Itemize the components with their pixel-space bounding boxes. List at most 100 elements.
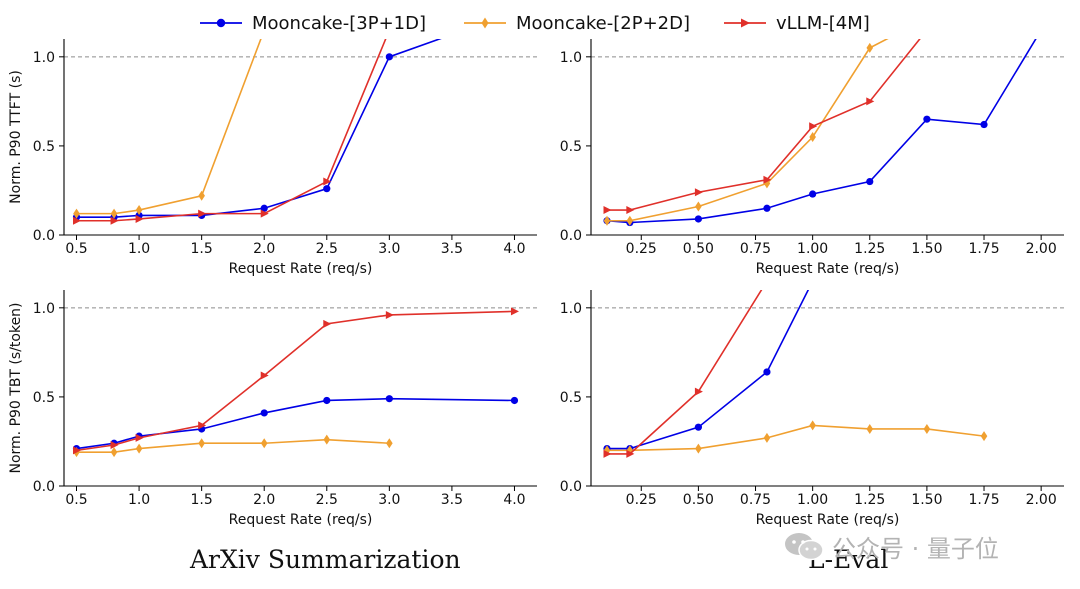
data-point-mooncake-3p-1d (260, 409, 268, 417)
legend-label: Mooncake-[2P+2D] (516, 12, 690, 34)
legend-item-mooncake-2p2d: Mooncake-[2P+2D] (462, 6, 690, 40)
y-axis-label: Norm. P90 TTFT (s) (8, 70, 24, 204)
data-point-vllm-4m (135, 433, 144, 442)
circle-marker-icon (200, 18, 242, 28)
data-point-mooncake-2p-2d (695, 201, 702, 212)
plot-area (72, 39, 442, 225)
y-tick-label: 1.0 (560, 50, 582, 66)
data-point-mooncake-3p-1d (980, 120, 988, 129)
plot-area (603, 39, 1037, 227)
data-point-vllm-4m (603, 206, 612, 215)
y-tick-label: 1.0 (33, 301, 55, 317)
data-point-vllm-4m (866, 97, 875, 106)
y-tick-label: 0.5 (33, 390, 55, 406)
x-tick-label: 0.5 (65, 241, 87, 257)
data-point-mooncake-2p-2d (135, 205, 143, 216)
legend-label: vLLM-[4M] (776, 12, 870, 34)
data-point-vllm-4m (198, 421, 207, 430)
data-point-mooncake-2p-2d (809, 420, 816, 431)
data-point-mooncake-3p-1d (763, 368, 771, 376)
data-point-vllm-4m (323, 177, 332, 186)
legend: Mooncake-[3P+1D] Mooncake-[2P+2D] vLLM-[… (0, 6, 1080, 40)
x-tick-label: 1.0 (128, 241, 150, 257)
x-tick-label: 0.25 (626, 241, 657, 257)
watermark-text: 公众号 · 量子位 (832, 534, 999, 563)
data-point-mooncake-3p-1d (510, 396, 519, 405)
x-tick-label: 4.0 (503, 492, 525, 508)
y-tick-label: 0.5 (560, 139, 582, 155)
x-tick-label: 1.50 (911, 241, 942, 257)
y-tick-label: 0.0 (33, 228, 55, 244)
data-point-mooncake-2p-2d (980, 431, 988, 442)
data-point-mooncake-2p-2d (73, 208, 80, 219)
y-tick-label: 0.0 (560, 479, 582, 495)
data-point-mooncake-3p-1d (385, 53, 393, 61)
data-point-vllm-4m (763, 175, 772, 184)
y-tick-label: 0.0 (33, 479, 55, 495)
data-point-mooncake-2p-2d (110, 447, 118, 458)
x-tick-label: 1.5 (191, 241, 213, 257)
data-point-vllm-4m (198, 209, 207, 218)
triangle-marker-icon (724, 18, 766, 28)
y-tick-label: 0.5 (560, 390, 582, 406)
data-point-vllm-4m (110, 441, 119, 450)
data-point-mooncake-3p-1d (763, 204, 771, 212)
x-tick-label: 2.0 (253, 492, 275, 508)
data-point-mooncake-2p-2d (323, 434, 331, 445)
x-tick-label: 2.00 (1026, 492, 1057, 508)
x-tick-label: 1.25 (854, 492, 885, 508)
data-point-mooncake-2p-2d (866, 423, 874, 434)
data-point-mooncake-3p-1d (385, 395, 393, 403)
data-point-vllm-4m (626, 449, 635, 458)
series-line-mooncake-2p-2d (76, 39, 262, 215)
x-tick-label: 2.5 (316, 492, 338, 508)
x-tick-label: 3.5 (441, 241, 463, 257)
series-line-vllm-4m (76, 39, 387, 222)
data-point-mooncake-3p-1d (694, 215, 702, 223)
wechat-icon (785, 533, 824, 561)
legend-label: Mooncake-[3P+1D] (252, 12, 426, 34)
data-point-vllm-4m (73, 216, 82, 225)
x-tick-label: 0.50 (683, 241, 714, 257)
x-tick-label: 0.50 (683, 492, 714, 508)
series-line-mooncake-2p-2d (606, 39, 889, 222)
x-tick-label: 1.50 (911, 492, 942, 508)
chart-panel-leval-ttft: 0.25 0.50 0.75 1.00 1.25 1.50 1.75 2.00 0.0 0.5 1.… (560, 39, 1064, 277)
data-point-mooncake-2p-2d (198, 190, 205, 201)
x-tick-label: 1.5 (191, 492, 213, 508)
x-tick-label: 1.00 (797, 492, 828, 508)
data-point-mooncake-2p-2d (260, 438, 268, 449)
x-tick-label: 0.75 (740, 492, 771, 508)
y-axis-label: Norm. P90 TBT (s/token) (8, 302, 24, 473)
x-tick-label: 0.75 (740, 241, 771, 257)
x-tick-label: 2.00 (1026, 241, 1057, 257)
watermark: 公众号 · 量子位 (782, 527, 999, 565)
x-tick-label: 1.75 (968, 241, 999, 257)
data-point-mooncake-2p-2d (386, 438, 393, 449)
data-point-vllm-4m (260, 209, 269, 218)
diamond-marker-icon (464, 17, 506, 29)
plot-area (72, 307, 519, 458)
x-axis-label: Request Rate (req/s) (229, 512, 373, 528)
x-tick-label: 1.0 (128, 492, 150, 508)
data-point-vllm-4m (323, 319, 332, 328)
x-tick-label: 0.5 (65, 492, 87, 508)
series-line-vllm-4m (76, 310, 515, 452)
data-point-vllm-4m (694, 188, 703, 197)
caption-left: ArXiv Summarization (190, 545, 461, 574)
y-tick-label: 0.5 (33, 139, 55, 155)
data-point-mooncake-2p-2d (923, 423, 931, 434)
data-point-vllm-4m (603, 449, 612, 458)
data-point-mooncake-3p-1d (260, 204, 268, 212)
legend-item-mooncake-3p1d: Mooncake-[3P+1D] (198, 6, 426, 40)
data-point-mooncake-2p-2d (135, 443, 143, 454)
data-point-mooncake-2p-2d (809, 132, 816, 142)
data-point-mooncake-3p-1d (323, 185, 331, 193)
chart-panel-arxiv-tbt: 0.5 1.0 1.5 2.0 2.5 3.0 3.5 4.0 0.0 0.5 1.0 Request… (8, 290, 537, 528)
data-point-vllm-4m (626, 206, 635, 215)
x-tick-label: 3.0 (378, 241, 400, 257)
data-point-mooncake-2p-2d (626, 215, 634, 226)
x-tick-label: 4.0 (503, 241, 525, 257)
data-point-mooncake-3p-1d (809, 190, 817, 198)
